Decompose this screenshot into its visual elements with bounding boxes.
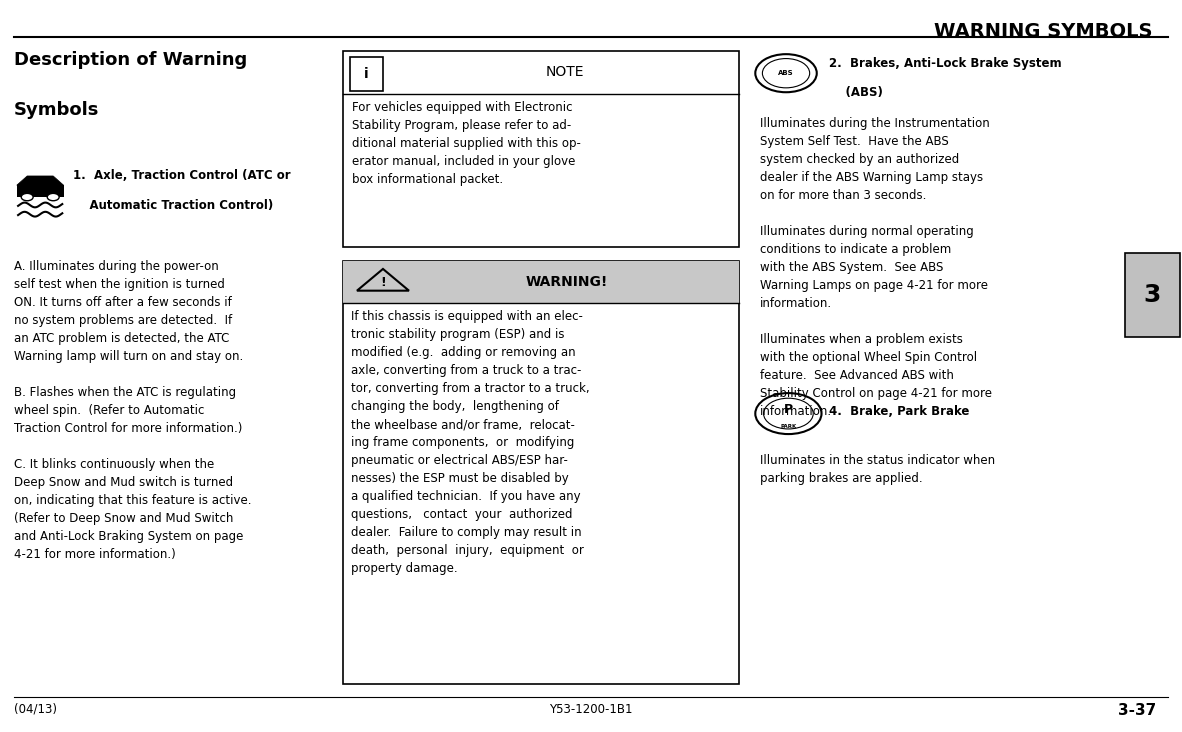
Text: If this chassis is equipped with an elec-
tronic stability program (ESP) and is
: If this chassis is equipped with an elec… — [351, 310, 590, 575]
Text: P: P — [784, 403, 793, 416]
FancyBboxPatch shape — [343, 261, 739, 684]
Text: 4.  Brake, Park Brake: 4. Brake, Park Brake — [829, 405, 969, 418]
Text: Symbols: Symbols — [14, 101, 99, 119]
Text: Illuminates in the status indicator when
parking brakes are applied.: Illuminates in the status indicator when… — [760, 454, 995, 485]
Text: NOTE: NOTE — [545, 65, 584, 80]
Text: Description of Warning: Description of Warning — [14, 51, 247, 70]
Text: Illuminates during the Instrumentation
System Self Test.  Have the ABS
system ch: Illuminates during the Instrumentation S… — [760, 117, 992, 418]
Circle shape — [21, 193, 33, 201]
Text: i: i — [364, 67, 369, 81]
FancyBboxPatch shape — [343, 261, 739, 303]
Text: ABS: ABS — [778, 70, 794, 76]
Polygon shape — [357, 269, 409, 291]
Text: (ABS): (ABS) — [829, 86, 883, 100]
Text: PARK: PARK — [780, 425, 797, 429]
FancyBboxPatch shape — [350, 57, 383, 91]
Text: Automatic Traction Control): Automatic Traction Control) — [73, 198, 273, 212]
Text: A. Illuminates during the power-on
self test when the ignition is turned
ON. It : A. Illuminates during the power-on self … — [14, 260, 252, 561]
FancyBboxPatch shape — [17, 185, 64, 197]
FancyBboxPatch shape — [343, 51, 739, 247]
Text: 1.  Axle, Traction Control (ATC or: 1. Axle, Traction Control (ATC or — [73, 169, 291, 182]
Polygon shape — [17, 176, 64, 185]
Text: WARNING SYMBOLS: WARNING SYMBOLS — [934, 22, 1152, 41]
Text: Y53-1200-1B1: Y53-1200-1B1 — [550, 703, 632, 716]
Text: 2.  Brakes, Anti-Lock Brake System: 2. Brakes, Anti-Lock Brake System — [829, 57, 1061, 70]
Text: 3-37: 3-37 — [1118, 703, 1156, 717]
Text: !: ! — [381, 276, 385, 289]
Text: For vehicles equipped with Electronic
Stability Program, please refer to ad-
dit: For vehicles equipped with Electronic St… — [352, 101, 582, 186]
Circle shape — [47, 193, 59, 201]
Text: (04/13): (04/13) — [14, 703, 57, 716]
Text: WARNING!: WARNING! — [526, 274, 608, 289]
Text: 3: 3 — [1144, 283, 1161, 307]
FancyBboxPatch shape — [1125, 253, 1180, 337]
